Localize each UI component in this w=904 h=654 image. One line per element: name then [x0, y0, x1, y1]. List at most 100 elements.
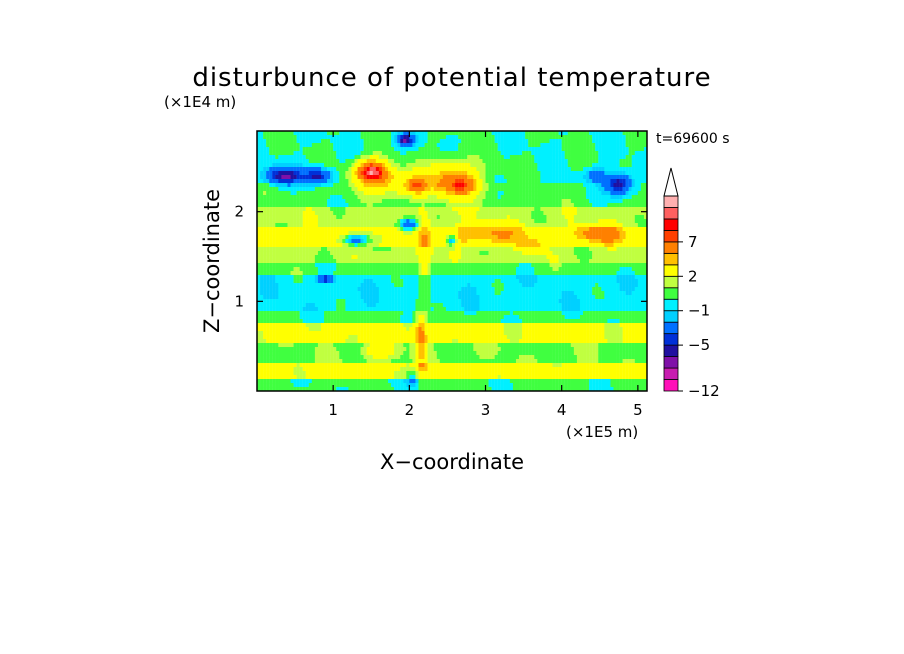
heatmap-cell [320, 135, 325, 140]
heatmap-cell [445, 243, 450, 248]
heatmap-cell [613, 279, 617, 284]
heatmap-cell [257, 191, 261, 196]
heatmap-cell [400, 227, 404, 232]
heatmap-cell [415, 243, 419, 248]
heatmap-cell [281, 191, 285, 196]
heatmap-cell [619, 163, 623, 168]
heatmap-cell [497, 215, 501, 220]
heatmap-cell [476, 147, 480, 152]
heatmap-cell [266, 207, 270, 212]
heatmap-cell [442, 187, 447, 192]
heatmap-cell [555, 211, 559, 216]
heatmap-cell [299, 147, 303, 152]
heatmap-cell [567, 267, 571, 272]
heatmap-cell [543, 243, 547, 248]
heatmap-cell [467, 279, 471, 284]
heatmap-cell [330, 231, 334, 236]
heatmap-cell [424, 183, 428, 188]
heatmap-cell [257, 187, 261, 192]
heatmap-cell [400, 151, 404, 156]
heatmap-cell [433, 175, 437, 180]
heatmap-cell [613, 235, 617, 240]
heatmap-cell [519, 147, 523, 152]
heatmap-cell [589, 167, 593, 172]
heatmap-cell [299, 163, 303, 168]
heatmap-cell [494, 263, 498, 268]
heatmap-cell [284, 279, 288, 284]
heatmap-cell [512, 167, 517, 172]
heatmap-cell [378, 271, 383, 276]
heatmap-cell [372, 171, 376, 176]
heatmap-cell [320, 215, 325, 220]
heatmap-cell [384, 167, 389, 172]
heatmap-cell [458, 183, 462, 188]
heatmap-cell [522, 215, 526, 220]
heatmap-cell [634, 171, 639, 176]
heatmap-cell [598, 235, 602, 240]
heatmap-cell [482, 195, 486, 200]
heatmap-cell [439, 275, 444, 280]
heatmap-cell [549, 143, 553, 148]
heatmap-cell [479, 243, 483, 248]
heatmap-cell [436, 151, 440, 156]
heatmap-cell [616, 151, 620, 156]
heatmap-cell [515, 219, 520, 224]
heatmap-cell [567, 279, 571, 284]
heatmap-cell [363, 271, 367, 276]
heatmap-cell [257, 227, 261, 232]
heatmap-cell [296, 163, 300, 168]
heatmap-cell [549, 207, 553, 212]
heatmap-cell [397, 263, 401, 268]
heatmap-cell [448, 215, 453, 220]
heatmap-cell [357, 267, 361, 272]
heatmap-cell [589, 159, 593, 164]
heatmap-cell [558, 135, 562, 140]
heatmap-cell [339, 195, 343, 200]
heatmap-cell [528, 247, 532, 252]
heatmap-cell [439, 219, 444, 224]
heatmap-cell [311, 207, 316, 212]
heatmap-cell [598, 143, 602, 148]
heatmap-cell [452, 235, 456, 240]
heatmap-cell [442, 223, 447, 228]
heatmap-cell [567, 211, 571, 216]
heatmap-cell [427, 239, 431, 244]
heatmap-cell [552, 151, 556, 156]
heatmap-cell [558, 167, 562, 172]
heatmap-cell [378, 251, 383, 256]
heatmap-cell [625, 279, 629, 284]
heatmap-cell [631, 211, 635, 216]
heatmap-cell [330, 223, 334, 228]
heatmap-cell [579, 147, 584, 152]
heatmap-cell [470, 247, 474, 252]
heatmap-cell [418, 199, 422, 204]
heatmap-cell [637, 223, 642, 228]
heatmap-cell [327, 159, 331, 164]
heatmap-cell [357, 207, 361, 212]
heatmap-cell [330, 187, 334, 192]
heatmap-cell [412, 275, 416, 280]
heatmap-cell [406, 243, 410, 248]
heatmap-cell [515, 175, 520, 180]
heatmap-cell [375, 275, 380, 280]
heatmap-cell [275, 191, 279, 196]
heatmap-cell [348, 263, 352, 268]
heatmap-cell [540, 239, 544, 244]
heatmap-cell [412, 139, 416, 144]
heatmap-cell [278, 235, 282, 240]
heatmap-cell [561, 155, 565, 160]
heatmap-cell [482, 151, 486, 156]
heatmap-cell [330, 167, 334, 172]
heatmap-cell [452, 131, 456, 136]
heatmap-cell [455, 183, 459, 188]
heatmap-cell [546, 203, 550, 208]
heatmap-cell [433, 251, 437, 256]
heatmap-cell [320, 211, 325, 216]
heatmap-cell [442, 147, 447, 152]
heatmap-cell [272, 159, 276, 164]
heatmap-cell [388, 211, 392, 216]
heatmap-cell [583, 259, 587, 264]
heatmap-cell [320, 207, 325, 212]
heatmap-cell [421, 283, 425, 288]
heatmap-cell [354, 147, 358, 152]
